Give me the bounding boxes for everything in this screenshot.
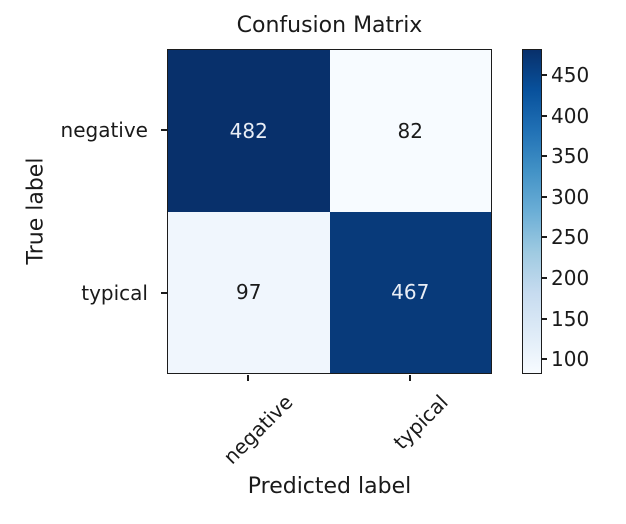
y-tick-label-typical: typical — [81, 281, 148, 305]
matrix-cell-true-typical-pred-typical: 467 — [329, 211, 491, 373]
colorbar-tick-label: 150 — [551, 307, 590, 331]
colorbar-tick-mark — [542, 318, 547, 320]
colorbar-tick-mark — [542, 277, 547, 279]
x-tick-label-typical: typical — [388, 390, 453, 455]
colorbar-tick-label: 100 — [551, 347, 590, 371]
x-tick-mark — [409, 375, 411, 381]
x-axis-label: Predicted label — [247, 474, 412, 499]
cell-value: 82 — [397, 118, 423, 143]
cell-value: 97 — [236, 280, 262, 305]
colorbar-tick-mark — [542, 74, 547, 76]
colorbar-tick-label: 250 — [551, 225, 590, 249]
colorbar-tick-label: 350 — [551, 144, 590, 168]
colorbar-tick-mark — [542, 236, 547, 238]
matrix-cell-true-typical-pred-negative: 97 — [168, 211, 330, 373]
matrix-cell-true-negative-pred-typical: 82 — [329, 50, 491, 212]
y-axis-label: True label — [23, 157, 49, 265]
colorbar-tick-mark — [542, 196, 547, 198]
colorbar-tick-mark — [542, 358, 547, 360]
colorbar-tick-label: 400 — [551, 104, 590, 128]
colorbar-tick-label: 300 — [551, 185, 590, 209]
y-tick-label-negative: negative — [60, 118, 148, 142]
heatmap: 482 82 97 467 — [167, 49, 492, 374]
y-tick-mark — [161, 292, 167, 294]
colorbar-tick-mark — [542, 155, 547, 157]
colorbar-tick-mark — [542, 115, 547, 117]
colorbar — [522, 49, 542, 374]
y-tick-mark — [161, 129, 167, 131]
chart-title: Confusion Matrix — [236, 13, 423, 38]
cell-value: 482 — [229, 118, 268, 143]
x-tick-label-negative: negative — [218, 390, 297, 469]
x-tick-mark — [247, 375, 249, 381]
matrix-cell-true-negative-pred-negative: 482 — [168, 50, 330, 212]
cell-value: 467 — [391, 280, 430, 305]
colorbar-tick-label: 200 — [551, 266, 590, 290]
colorbar-tick-label: 450 — [551, 63, 590, 87]
